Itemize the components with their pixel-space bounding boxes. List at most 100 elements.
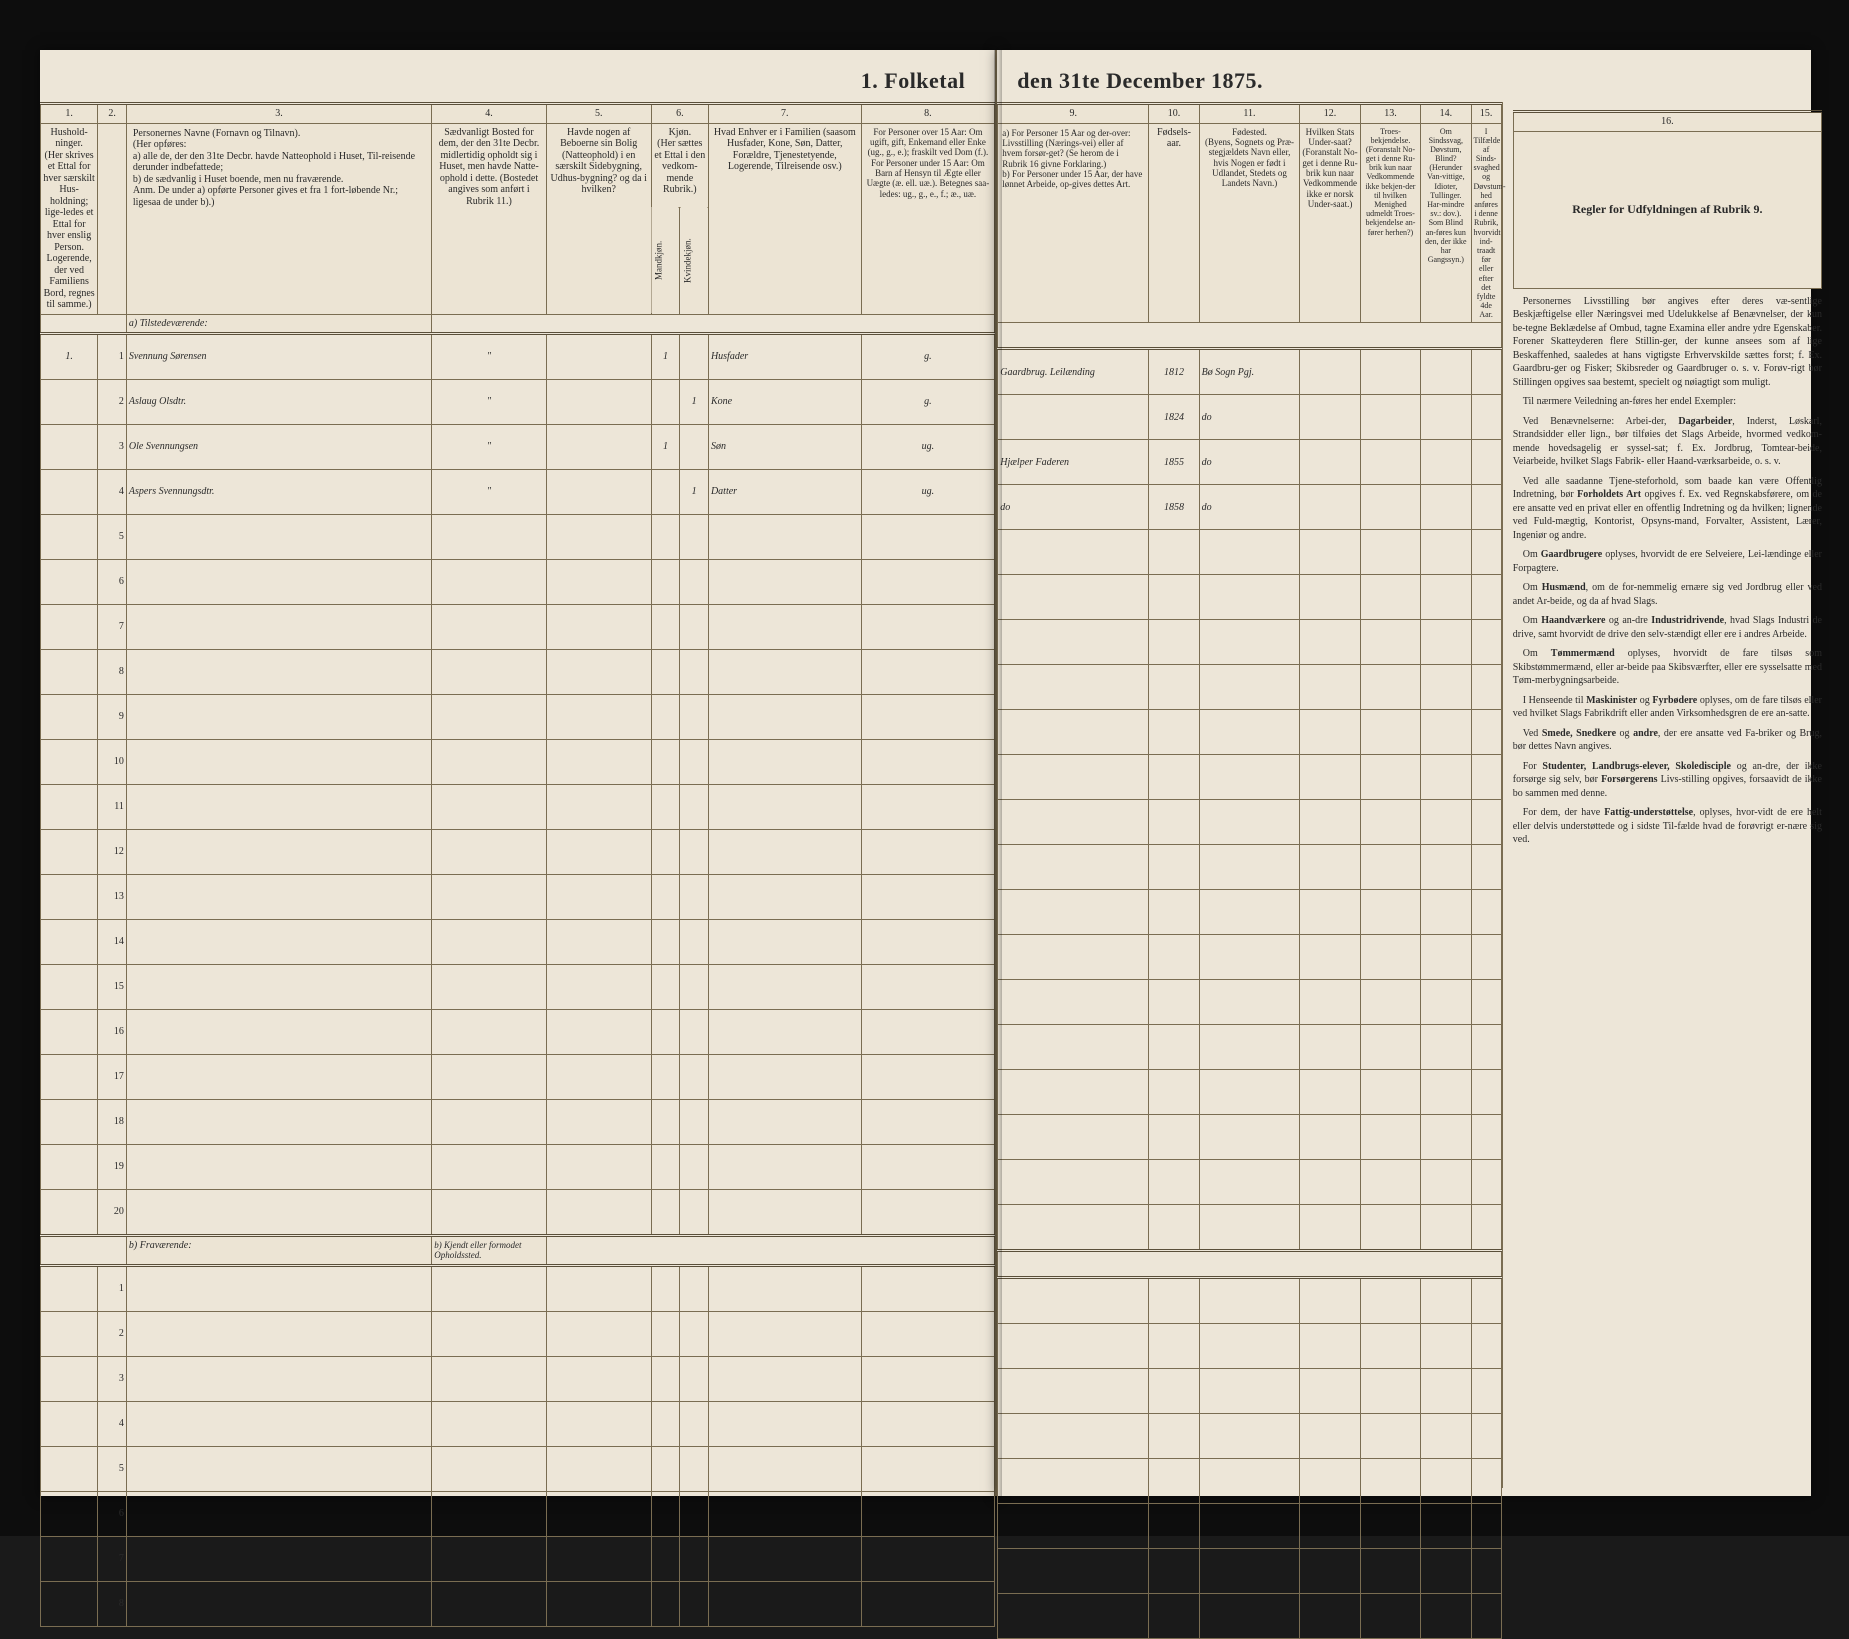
blank <box>432 314 995 334</box>
col-num: 12. <box>1300 104 1360 124</box>
table-row <box>998 1459 1502 1504</box>
table-row <box>998 935 1502 980</box>
instruction-paragraph: For Studenter, Landbrugs-elever, Skoledi… <box>1513 760 1822 801</box>
header-male: Mandkjøn. <box>651 207 680 314</box>
table-row: 4 Aspers Svennungsdtr." 1 Datterug. <box>41 470 995 515</box>
table-row <box>998 575 1502 620</box>
table-row: do1858do <box>998 485 1502 530</box>
table-row <box>998 1205 1502 1251</box>
table-row <box>998 710 1502 755</box>
page-right: den 31te December 1875. 9. 10. 11. 12. 1… <box>997 50 1811 1496</box>
instructions-body: Personernes Livsstilling bør angives eft… <box>1513 295 1822 847</box>
table-row: 1 <box>41 1265 995 1311</box>
section-b-col4: b) Kjendt eller formodet Opholdssted. <box>432 1236 547 1266</box>
col-num: 2. <box>98 104 127 124</box>
table-row: Hjælper Faderen1855do <box>998 440 1502 485</box>
col-num: 6. <box>651 104 708 124</box>
blank <box>998 1251 1502 1278</box>
blank <box>41 314 127 334</box>
header-religion: Troes-bekjendelse. (Foranstalt No-get i … <box>1360 123 1420 323</box>
col-num: 5. <box>546 104 651 124</box>
table-row: 13 <box>41 875 995 920</box>
instruction-paragraph: Personernes Livsstilling bør angives eft… <box>1513 295 1822 390</box>
instruction-paragraph: Ved Benævnelserne: Arbei-der, Dagarbeide… <box>1513 415 1822 469</box>
instruction-paragraph: Om Haandværkere og an-dre Industridriven… <box>1513 614 1822 641</box>
blank <box>41 1236 127 1266</box>
table-row <box>998 1324 1502 1369</box>
table-row: 6 <box>41 1491 995 1536</box>
header-households: Hushold- ninger. (Her skrives et Ettal f… <box>41 123 98 314</box>
table-row <box>998 1369 1502 1414</box>
table-row <box>998 1594 1502 1639</box>
table-row: 7 <box>41 1536 995 1581</box>
table-row: 4 <box>41 1401 995 1446</box>
instruction-paragraph: Om Husmænd, om de for-nemmelig ernære si… <box>1513 581 1822 608</box>
table-row <box>998 1070 1502 1115</box>
census-table-right: 9. 10. 11. 12. 13. 14. 15. a) For Person… <box>997 102 1502 1639</box>
table-row: 7 <box>41 605 995 650</box>
page-left: 1. Folketal 1. 2. 3. 4. 5. 6. 7. 8. Hush… <box>40 50 997 1496</box>
book-spine <box>994 50 1002 1496</box>
table-row: 11 <box>41 785 995 830</box>
instruction-paragraph: Til nærmere Veiledning an-føres her ende… <box>1513 395 1822 409</box>
table-row <box>998 980 1502 1025</box>
col-num: 11. <box>1199 104 1300 124</box>
instruction-paragraph: For dem, der have Fattig-understøttelse,… <box>1513 806 1822 847</box>
table-row <box>998 620 1502 665</box>
page-title-right: den 31te December 1875. <box>997 50 1811 102</box>
table-row: 5 <box>41 515 995 560</box>
col-num: 15. <box>1471 104 1501 124</box>
table-row: 10 <box>41 740 995 785</box>
col-num: 8. <box>861 104 995 124</box>
instruction-paragraph: Om Tømmermænd oplyses, hvorvidt de fare … <box>1513 647 1822 688</box>
blank <box>998 323 1502 349</box>
table-row <box>998 800 1502 845</box>
table-row <box>998 1549 1502 1594</box>
table-row: 2 <box>41 1311 995 1356</box>
table-row <box>998 1504 1502 1549</box>
table-row: 19 <box>41 1145 995 1190</box>
table-row <box>998 530 1502 575</box>
table-row: 3 Ole Svennungsen" 1 Sønug. <box>41 425 995 470</box>
header-rules: Regler for Udfyldningen af Rubrik 9. <box>1513 131 1821 288</box>
col-num: 14. <box>1421 104 1471 124</box>
table-row: 1.1 Svennung Sørensen" 1 Husfaderg. <box>41 334 995 380</box>
col-num: 9. <box>998 104 1149 124</box>
table-row <box>998 890 1502 935</box>
header-family-rel: Hvad Enhver er i Familien (saasom Husfad… <box>708 123 861 314</box>
header-outbuilding: Havde nogen af Beboerne sin Bolig (Natte… <box>546 123 651 314</box>
col-num: 16. <box>1513 112 1821 132</box>
col-num: 13. <box>1360 104 1420 124</box>
header-names: Personernes Navne (Fornavn og Tilnavn). … <box>126 123 431 314</box>
header-disability: Om Sindssvag, Døvstum, Blind? (Herunder … <box>1421 123 1471 323</box>
header-rownum <box>98 123 127 314</box>
instructions-column: 16. Regler for Udfyldningen af Rubrik 9.… <box>1502 102 1836 1488</box>
table-row: 20 <box>41 1190 995 1236</box>
table-row <box>998 1115 1502 1160</box>
col-num: 3. <box>126 104 431 124</box>
table-row: 1824do <box>998 395 1502 440</box>
table-row: 17 <box>41 1055 995 1100</box>
header-disability-age: I Tilfælde af Sinds-svaghed og Døvstum-h… <box>1471 123 1501 323</box>
header-nationality: Hvilken Stats Under-saat? (Foranstalt No… <box>1300 123 1360 323</box>
census-book: 1. Folketal 1. 2. 3. 4. 5. 6. 7. 8. Hush… <box>0 0 1849 1536</box>
section-a-label: a) Tilstedeværende: <box>126 314 431 334</box>
instruction-paragraph: Ved Smede, Snedkere og andre, der ere an… <box>1513 727 1822 754</box>
table-row: 9 <box>41 695 995 740</box>
header-occupation: a) For Personer 15 Aar og der-over: Livs… <box>998 123 1149 323</box>
table-row: 8 <box>41 650 995 695</box>
header-residence: Sædvanligt Bosted for dem, der den 31te … <box>432 123 547 314</box>
table-row <box>998 755 1502 800</box>
table-row: 16 <box>41 1010 995 1055</box>
table-row: 6 <box>41 560 995 605</box>
table-row: 15 <box>41 965 995 1010</box>
census-table-left: 1. 2. 3. 4. 5. 6. 7. 8. Hushold- ninger.… <box>40 102 995 1627</box>
col-num: 10. <box>1149 104 1199 124</box>
table-row: 2 Aslaug Olsdtr." 1 Koneg. <box>41 380 995 425</box>
header-birthyear: Fødsels-aar. <box>1149 123 1199 323</box>
table-row: 18 <box>41 1100 995 1145</box>
col-num: 4. <box>432 104 547 124</box>
table-row: 5 <box>41 1446 995 1491</box>
section-b-label: b) Fraværende: <box>126 1236 431 1266</box>
table-row: 14 <box>41 920 995 965</box>
